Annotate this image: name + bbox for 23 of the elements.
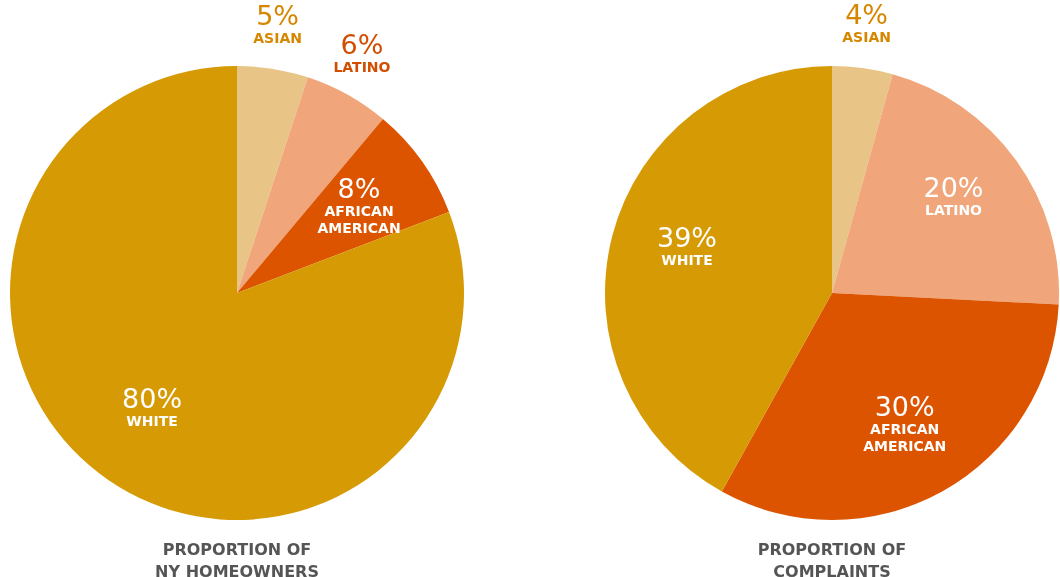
slice-label: AFRICAN AMERICAN <box>863 420 947 454</box>
text: PROPORTION OF NY HOMEOWNERS <box>155 540 319 577</box>
text: PROPORTION OF COMPLAINTS <box>757 540 907 577</box>
data-label: 20% <box>923 172 984 204</box>
pie-slice <box>832 74 1059 305</box>
slice-label: LATINO <box>333 59 391 76</box>
data-label: 30% <box>874 390 935 422</box>
slice-label: ASIAN <box>253 30 302 47</box>
slice-label: ASIAN <box>842 29 891 46</box>
pie-slice <box>605 66 832 492</box>
data-label: 39% <box>656 222 717 254</box>
data-label: 80% <box>122 383 183 415</box>
slice-label: WHITE <box>126 413 178 430</box>
pie-slice <box>237 66 308 293</box>
slice-label: LATINO <box>924 202 983 219</box>
slice-label: WHITE <box>661 252 713 269</box>
data-label: 8% <box>337 173 381 205</box>
slice-label: AFRICAN AMERICAN <box>317 203 401 237</box>
data-label: 6% <box>340 29 384 61</box>
pie-slice <box>721 293 1059 520</box>
data-label: 4% <box>845 0 889 31</box>
data-label: 5% <box>256 0 300 32</box>
pie-slice <box>832 66 893 293</box>
